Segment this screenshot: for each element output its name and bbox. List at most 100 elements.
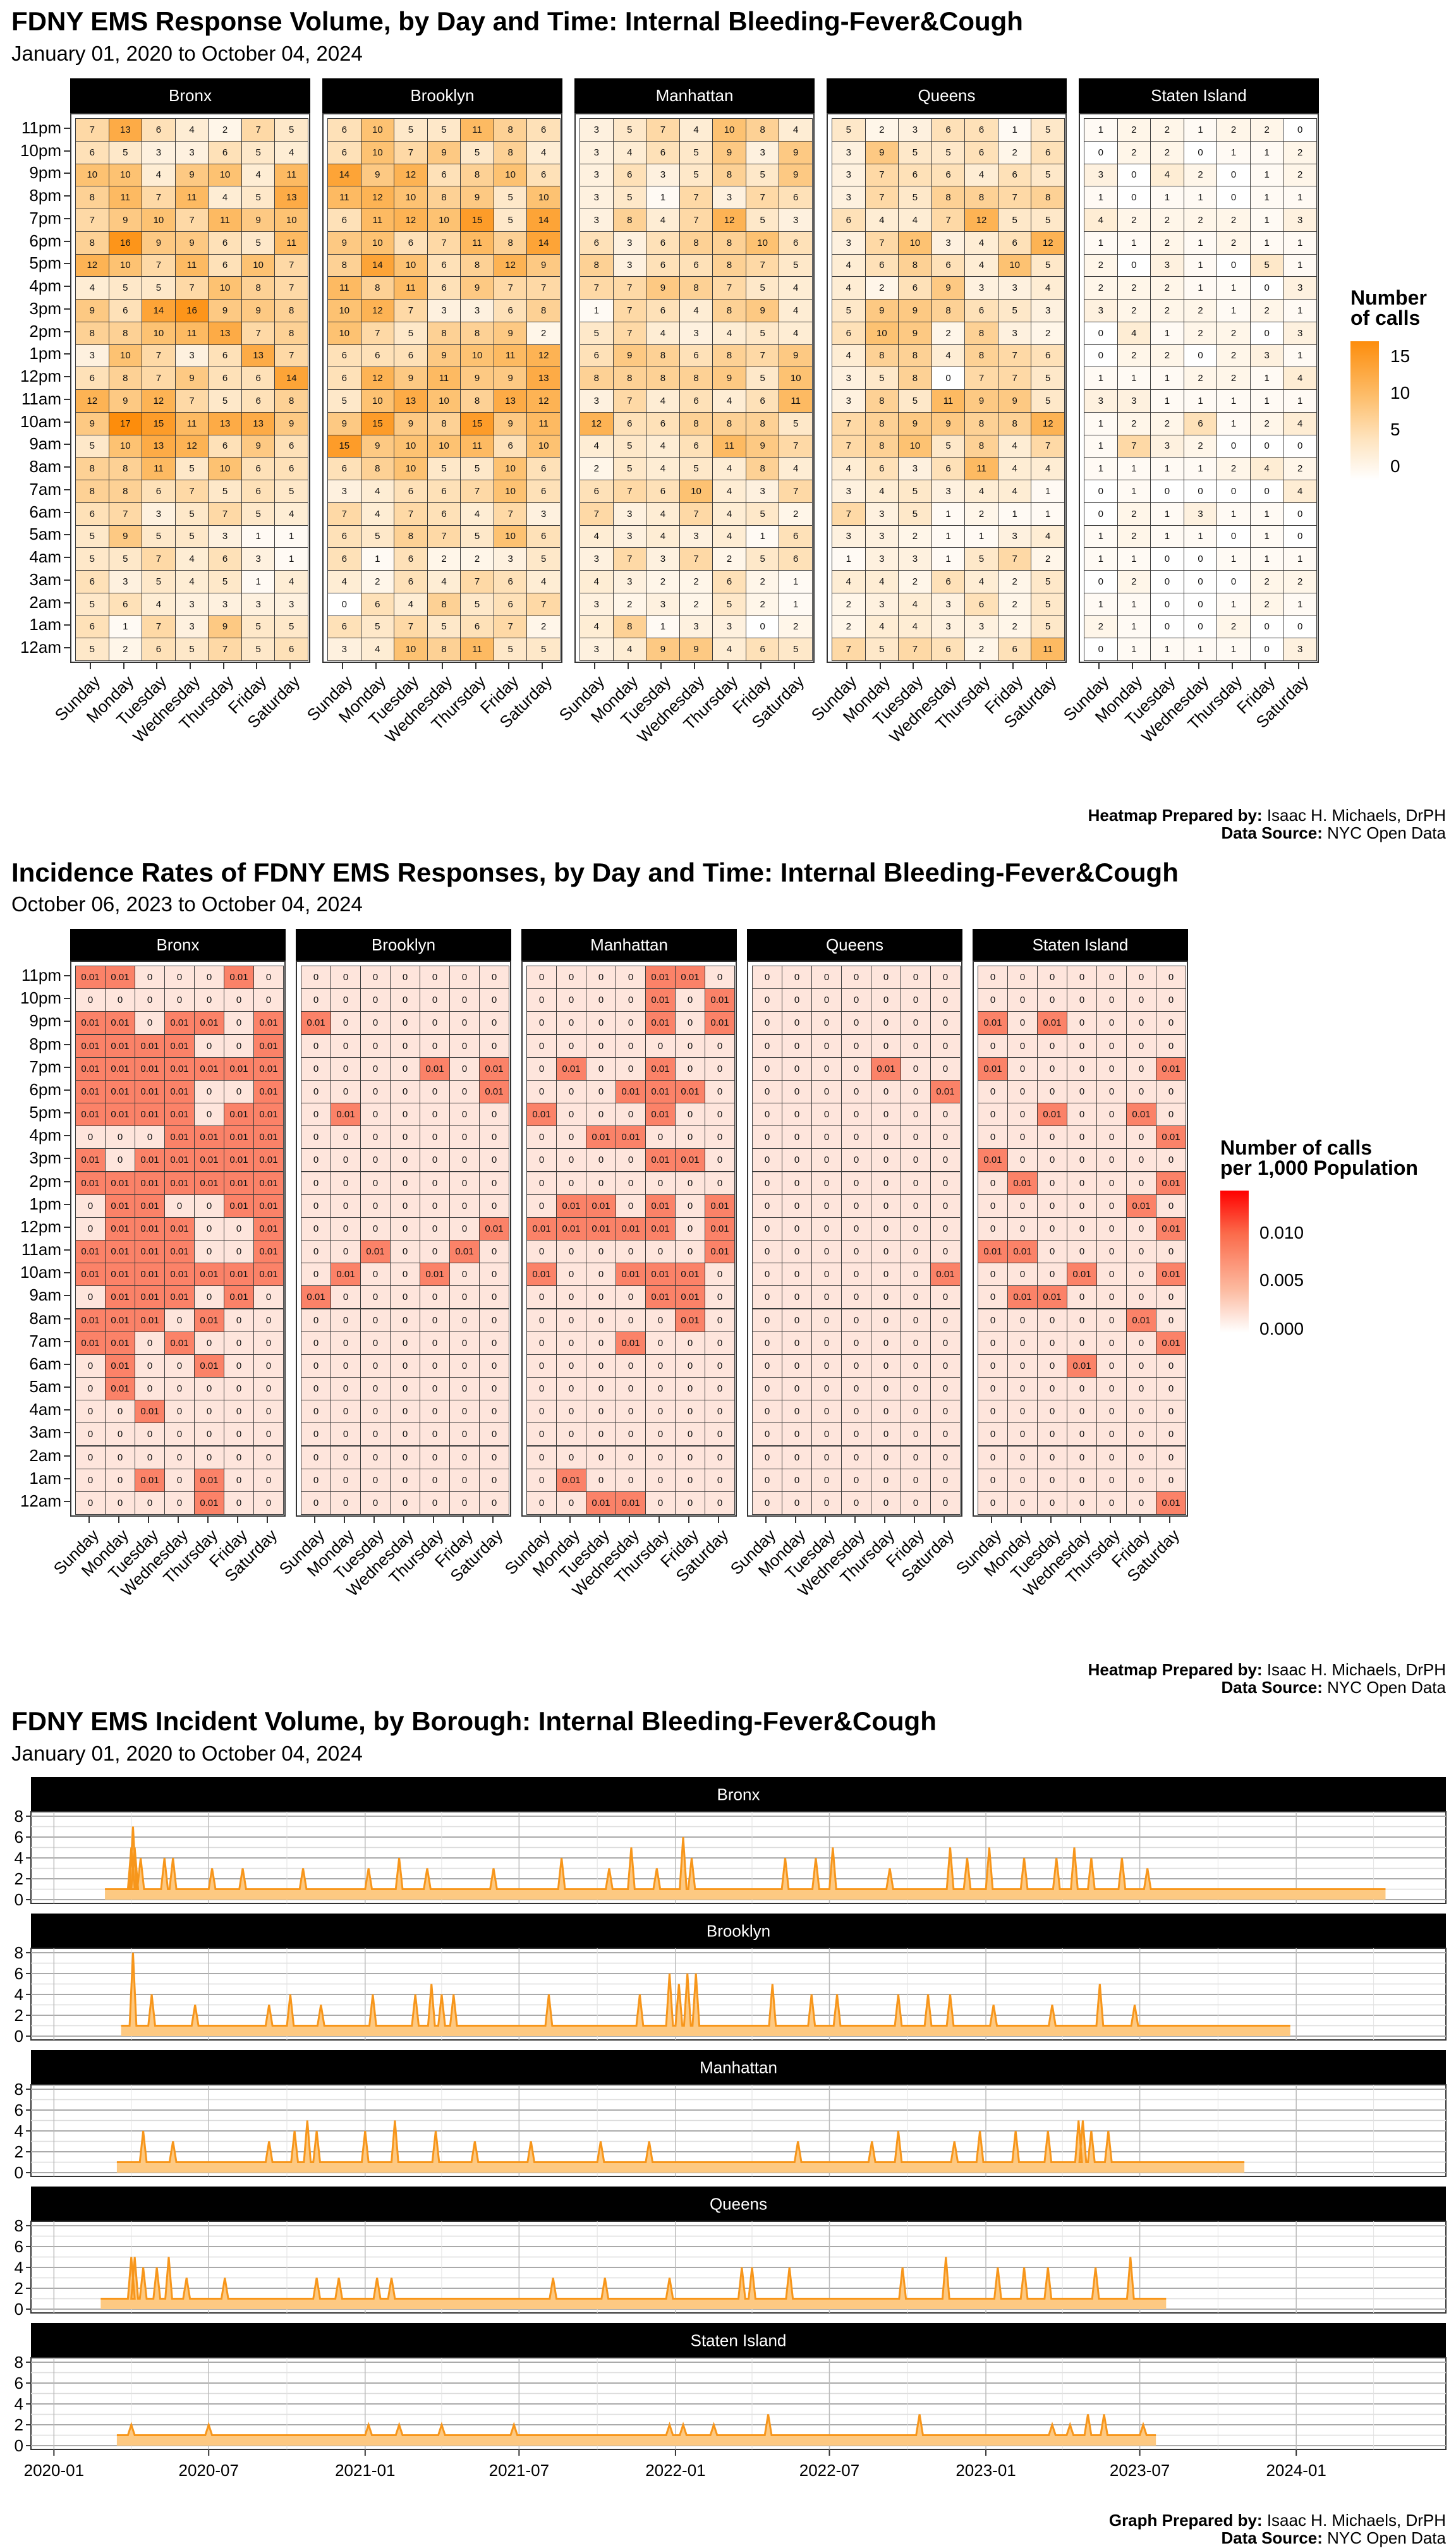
y-tick-label: 2 bbox=[15, 2142, 23, 2161]
heatmap-cell: 0 bbox=[449, 1308, 480, 1332]
heatmap-cell: 0 bbox=[1007, 1125, 1038, 1150]
heatmap-cell: 5 bbox=[1031, 253, 1065, 277]
y-tick-label: 2pm bbox=[29, 321, 61, 341]
heatmap-cell: 8 bbox=[427, 592, 461, 616]
heatmap-cell: 0 bbox=[526, 1400, 557, 1424]
heatmap-cell: 0 bbox=[526, 1171, 557, 1195]
heatmap-cell: 0 bbox=[253, 1285, 284, 1309]
heatmap-cell: 11 bbox=[460, 231, 494, 255]
heatmap2-credit: Heatmap Prepared by: Isaac H. Michaels, … bbox=[1088, 1661, 1446, 1696]
heatmap-cell: 5 bbox=[274, 118, 308, 142]
heatmap-cell: 0.01 bbox=[253, 1171, 284, 1195]
heatmap-cell: 0 bbox=[978, 1331, 1008, 1355]
heatmap-cell: 0 bbox=[705, 1079, 735, 1103]
heatmap-cell: 3 bbox=[1283, 276, 1317, 300]
heatmap-cell: 0 bbox=[331, 1468, 361, 1492]
y-tick bbox=[64, 376, 70, 378]
heatmap-cell: 8 bbox=[964, 411, 998, 435]
y-tick-label: 6am bbox=[29, 502, 61, 521]
heatmap-cell: 0 bbox=[930, 1400, 961, 1424]
heatmap-cell: 0 bbox=[1067, 1103, 1097, 1127]
heatmap-cell: 7 bbox=[646, 118, 680, 142]
heatmap-cell: 0 bbox=[841, 1057, 871, 1081]
heatmap-cell: 0 bbox=[360, 1354, 391, 1378]
heatmap-cell: 1 bbox=[1249, 525, 1284, 549]
heatmap-cell: 0 bbox=[1096, 1011, 1127, 1035]
heatmap-cell: 0 bbox=[1096, 966, 1127, 990]
heatmap-cell: 5 bbox=[931, 434, 966, 458]
heatmap-cell: 0 bbox=[331, 1216, 361, 1241]
heatmap-cell: 9 bbox=[108, 209, 143, 232]
heatmap-cell: 0.01 bbox=[105, 1263, 135, 1287]
heatmap-cell: 15 bbox=[327, 434, 361, 458]
heatmap-cell: 8 bbox=[931, 186, 966, 209]
heatmap-cell: 0 bbox=[449, 1171, 480, 1195]
heatmap-cell: 5 bbox=[898, 502, 932, 526]
heatmap-cell: 5 bbox=[241, 502, 276, 526]
heatmap-cell: 0 bbox=[1037, 966, 1067, 990]
credit-label: Heatmap Prepared by: bbox=[1088, 806, 1263, 825]
heatmap-cell: 10 bbox=[526, 434, 561, 458]
heatmap-cell: 0 bbox=[871, 1148, 901, 1172]
y-tick bbox=[64, 331, 70, 332]
legend-title-line2: of calls bbox=[1350, 306, 1421, 329]
heatmap-cell: 5 bbox=[579, 321, 614, 345]
x-tick bbox=[688, 1517, 689, 1523]
heatmap-cell: 0 bbox=[1067, 1308, 1097, 1332]
heatmap-cell: 0.01 bbox=[105, 966, 135, 990]
heatmap-cell: 1 bbox=[1084, 231, 1118, 255]
heatmap-cell: 3 bbox=[898, 118, 932, 142]
heatmap-cell: 0 bbox=[360, 1148, 391, 1172]
heatmap-cell: 2 bbox=[832, 592, 866, 616]
heatmap-cell: 0 bbox=[930, 966, 961, 990]
heatmap-cell: 0.01 bbox=[556, 1216, 586, 1241]
heatmap-cell: 2 bbox=[712, 547, 746, 571]
x-tick bbox=[1050, 1517, 1052, 1523]
heatmap-cell: 0 bbox=[526, 1148, 557, 1172]
heatmap-cell: 0 bbox=[331, 966, 361, 990]
heatmap-cell: 12 bbox=[1031, 411, 1065, 435]
heatmap-cell: 0.01 bbox=[135, 1240, 165, 1264]
heatmap-cell: 4 bbox=[274, 502, 308, 526]
heatmap-cell: 5 bbox=[241, 615, 276, 639]
heatmap-cell: 0 bbox=[1156, 1148, 1186, 1172]
heatmap-cell: 11 bbox=[174, 186, 209, 209]
heatmap-cell: 0 bbox=[135, 966, 165, 990]
heatmap-cell: 0 bbox=[930, 1034, 961, 1058]
heatmap-cell: 0 bbox=[675, 1377, 705, 1401]
heatmap-cell: 0 bbox=[1156, 1079, 1186, 1103]
heatmap-cell: 3 bbox=[745, 480, 780, 503]
heatmap-cell: 0 bbox=[479, 1491, 509, 1515]
heatmap-cell: 8 bbox=[646, 367, 680, 390]
heatmap-cell: 0 bbox=[1216, 525, 1251, 549]
heatmap-cell: 12 bbox=[174, 434, 209, 458]
heatmap-cell: 0 bbox=[1183, 592, 1218, 616]
heatmap-cell: 0.01 bbox=[253, 1011, 284, 1035]
heatmap-cell: 0 bbox=[675, 1057, 705, 1081]
heatmap-cell: 2 bbox=[864, 276, 899, 300]
heatmap-cell: 0 bbox=[1216, 253, 1251, 277]
heatmap-cell: 0 bbox=[75, 988, 106, 1012]
y-tick-label: 6 bbox=[15, 2374, 23, 2393]
heatmap-cell: 7 bbox=[612, 389, 647, 413]
heatmap-cell: 0 bbox=[841, 1491, 871, 1515]
heatmap-cell: 0.01 bbox=[1156, 1263, 1186, 1287]
heatmap-cell: 2 bbox=[1117, 140, 1151, 164]
heatmap-cell: 0.01 bbox=[164, 1263, 195, 1287]
heatmap-cell: 0.01 bbox=[586, 1491, 616, 1515]
heatmap-cell: 4 bbox=[1283, 411, 1317, 435]
heatmap-cell: 5 bbox=[241, 638, 276, 661]
heatmap-cell: 5 bbox=[612, 434, 647, 458]
heatmap-cell: 12 bbox=[579, 411, 614, 435]
heatmap-cell: 6 bbox=[898, 163, 932, 187]
heatmap-cell: 8 bbox=[360, 457, 395, 480]
heatmap-cell: 0 bbox=[978, 1308, 1008, 1332]
heatmap-cell: 0 bbox=[675, 1468, 705, 1492]
heatmap-cell: 6 bbox=[579, 480, 614, 503]
heatmap-cell: 0 bbox=[301, 1400, 331, 1424]
heatmap-cell: 0 bbox=[449, 1400, 480, 1424]
y-tick-label: 0 bbox=[15, 2027, 23, 2046]
heatmap-cell: 13 bbox=[241, 344, 276, 368]
heatmap-cell: 11 bbox=[779, 389, 813, 413]
heatmap-cell: 3 bbox=[931, 592, 966, 616]
